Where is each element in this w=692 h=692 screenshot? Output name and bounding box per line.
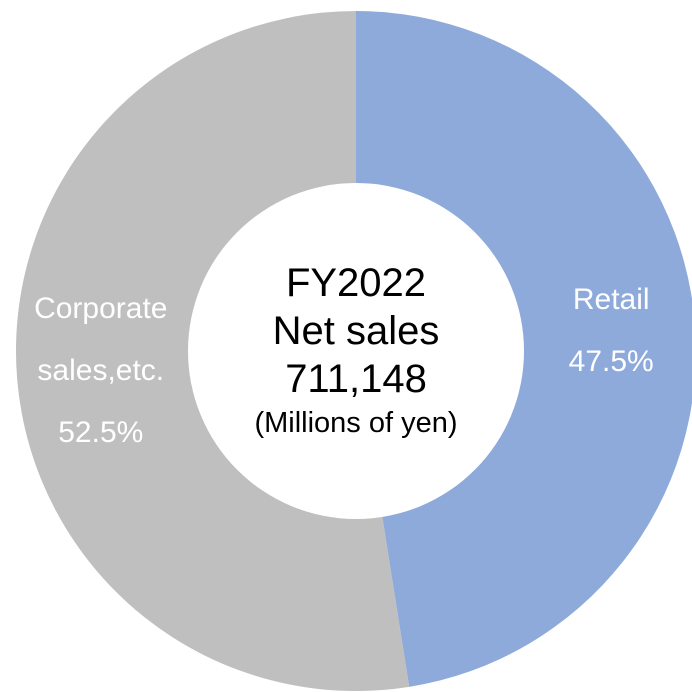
slice-label: Corporate sales,etc. 52.5% bbox=[6, 278, 196, 464]
value-label: 52.5% bbox=[58, 416, 144, 450]
category-label: Retail bbox=[572, 282, 650, 316]
value-label: 47.5% bbox=[568, 344, 654, 378]
chart-title: FY2022 bbox=[285, 261, 427, 305]
chart-subtitle: Net sales bbox=[272, 309, 440, 353]
slice bbox=[356, 11, 692, 687]
category-label: Corporate sales,etc. bbox=[34, 292, 168, 388]
total: 711,148 bbox=[285, 357, 427, 401]
unit: (Millions of yen) bbox=[254, 407, 458, 439]
donut-hole bbox=[188, 183, 524, 519]
slice-label: Retail 47.5% bbox=[516, 269, 692, 393]
center-label: FY2022 Net sales 711,148 (Millions of ye… bbox=[196, 259, 516, 443]
